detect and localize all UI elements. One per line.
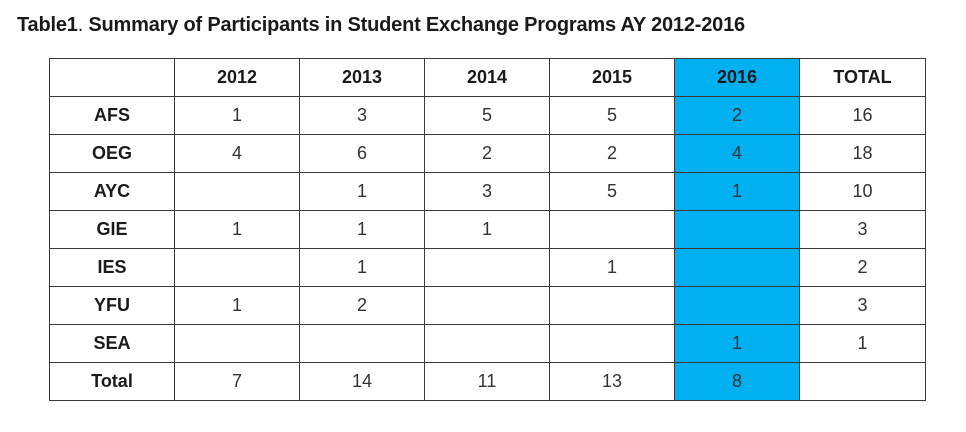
- row-header: IES: [49, 248, 175, 287]
- table-cell: [549, 324, 675, 363]
- table-cell: 11: [424, 362, 550, 401]
- table-cell: 1: [674, 172, 800, 211]
- participants-table: 2012 2013 2014 2015 2016 TOTAL AFS 1 3 5 5 2 1…: [49, 58, 926, 401]
- table-cell: 10: [799, 172, 926, 211]
- table-cell: 13: [549, 362, 675, 401]
- table-cell: 1: [174, 286, 300, 325]
- table-cell: 2: [799, 248, 926, 287]
- table-cell: [299, 324, 425, 363]
- table-title-separator: .: [77, 14, 84, 36]
- table-row: Total 7 14 11 13 8: [49, 362, 926, 401]
- table-row: AYC 1 3 5 1 10: [49, 172, 926, 211]
- column-header-2013: 2013: [299, 58, 425, 97]
- table-cell: 2: [549, 134, 675, 173]
- table-cell: 1: [174, 210, 300, 249]
- table-row: AFS 1 3 5 5 2 16: [49, 96, 926, 135]
- table-title: Table1. Summary of Participants in Stude…: [17, 14, 745, 37]
- table-row: SEA 1 1: [49, 324, 926, 363]
- table-cell: 1: [799, 324, 926, 363]
- table-row: OEG 4 6 2 2 4 18: [49, 134, 926, 173]
- table-cell: [424, 324, 550, 363]
- table-cell: 3: [799, 210, 926, 249]
- table-cell: 16: [799, 96, 926, 135]
- table-cell: 5: [424, 96, 550, 135]
- table-cell: [174, 324, 300, 363]
- column-header-2012: 2012: [174, 58, 300, 97]
- table-cell: [174, 172, 300, 211]
- table-cell: 5: [549, 96, 675, 135]
- row-header: AFS: [49, 96, 175, 135]
- table-cell: 1: [424, 210, 550, 249]
- table-cell: 1: [549, 248, 675, 287]
- table-cell: 8: [674, 362, 800, 401]
- table-cell: 3: [799, 286, 926, 325]
- table-cell: 4: [174, 134, 300, 173]
- table-cell: [424, 286, 550, 325]
- table-cell: 6: [299, 134, 425, 173]
- table-cell: 2: [424, 134, 550, 173]
- table-cell: 2: [674, 96, 800, 135]
- row-header: Total: [49, 362, 175, 401]
- table-cell: [799, 362, 926, 401]
- table-cell: 3: [424, 172, 550, 211]
- table-cell: 18: [799, 134, 926, 173]
- table-cell: 1: [174, 96, 300, 135]
- table-cell: [674, 248, 800, 287]
- row-header: SEA: [49, 324, 175, 363]
- row-header: OEG: [49, 134, 175, 173]
- table-cell: 7: [174, 362, 300, 401]
- column-header-2014: 2014: [424, 58, 550, 97]
- table-cell: [174, 248, 300, 287]
- table-title-text: Summary of Participants in Student Excha…: [83, 14, 745, 36]
- table-cell: [674, 286, 800, 325]
- table-row: IES 1 1 2: [49, 248, 926, 287]
- table-cell: [674, 210, 800, 249]
- table-cell: 1: [299, 248, 425, 287]
- table-cell: 1: [299, 172, 425, 211]
- table-title-prefix: Table1: [17, 14, 78, 36]
- header-row: 2012 2013 2014 2015 2016 TOTAL: [49, 58, 926, 97]
- row-header: AYC: [49, 172, 175, 211]
- table-cell: 5: [549, 172, 675, 211]
- table-cell: 14: [299, 362, 425, 401]
- table-cell: 3: [299, 96, 425, 135]
- table-row: YFU 1 2 3: [49, 286, 926, 325]
- row-header: YFU: [49, 286, 175, 325]
- row-header: GIE: [49, 210, 175, 249]
- table-cell: 4: [674, 134, 800, 173]
- table-row: GIE 1 1 1 3: [49, 210, 926, 249]
- table-cell: 1: [674, 324, 800, 363]
- table-cell: 2: [299, 286, 425, 325]
- table-cell: 1: [299, 210, 425, 249]
- column-header-2016: 2016: [674, 58, 800, 97]
- column-header-total: TOTAL: [799, 58, 926, 97]
- table-cell: [424, 248, 550, 287]
- column-header-2015: 2015: [549, 58, 675, 97]
- table-cell: [549, 210, 675, 249]
- table-cell: [549, 286, 675, 325]
- corner-cell: [49, 58, 175, 97]
